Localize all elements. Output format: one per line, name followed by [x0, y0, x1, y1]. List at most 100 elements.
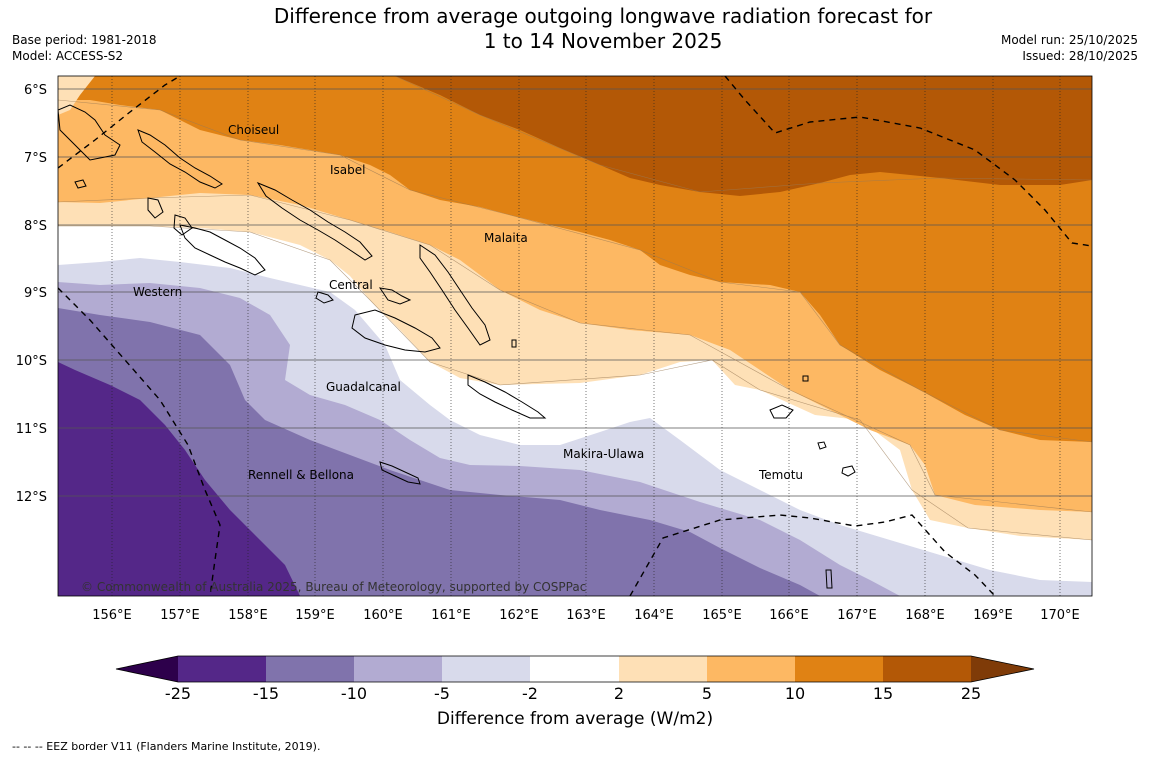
- contour-edges: [58, 76, 1092, 541]
- colorbar-tick: -15: [253, 684, 279, 703]
- province-labels: Choiseul Isabel Malaita Western Central …: [133, 123, 803, 482]
- colorbar-swatch: [795, 656, 883, 682]
- band-pos-15-25: [395, 76, 1092, 196]
- lat-tick: 8°S: [24, 219, 47, 234]
- colorbar-label: Difference from average (W/m2): [436, 709, 714, 729]
- colorbar-extend-low: [116, 656, 178, 682]
- lon-tick: 166°E: [769, 608, 809, 623]
- label-central: Central: [329, 278, 373, 292]
- colorbar-ticks: -25 -15 -10 -5 -2 2 5 10 15 25: [165, 684, 981, 703]
- lon-tick: 156°E: [92, 608, 132, 623]
- island-florida: [378, 287, 412, 305]
- lon-tick: 158°E: [228, 608, 268, 623]
- lon-tick: 157°E: [160, 608, 200, 623]
- label-rennell-bellona: Rennell & Bellona: [248, 468, 354, 482]
- lon-tick: 161°E: [431, 608, 471, 623]
- lon-tick: 163°E: [566, 608, 606, 623]
- lat-tick: 11°S: [16, 422, 47, 437]
- map-title: Difference from average outgoing longwav…: [200, 4, 1006, 54]
- meta-right: Model run: 25/10/2025 Issued: 28/10/2025: [1001, 32, 1138, 64]
- colorbar-tick: 15: [873, 684, 893, 703]
- label-malaita: Malaita: [484, 231, 528, 245]
- island-vanikoro: [841, 465, 856, 477]
- band-neg-10-15: [58, 308, 820, 596]
- colorbar-tick: -2: [522, 684, 538, 703]
- lat-tick: 7°S: [24, 151, 47, 166]
- map-frame: [57, 75, 1093, 597]
- label-temotu: Temotu: [758, 468, 803, 482]
- colorbar-tick: 2: [614, 684, 624, 703]
- band-neg-15-25: [58, 362, 300, 596]
- colorbar-swatch: [178, 656, 266, 682]
- island-makira: [467, 374, 547, 419]
- island-guadalcanal: [351, 309, 441, 353]
- island-north: [74, 179, 87, 189]
- label-western: Western: [133, 285, 182, 299]
- label-makira-ulawa: Makira-Ulawa: [563, 447, 644, 461]
- colorbar-outline: [115, 655, 1035, 683]
- meta-left: Base period: 1981-2018 Model: ACCESS-S2: [12, 32, 157, 64]
- island-new-georgia: [179, 224, 266, 276]
- label-guadalcanal: Guadalcanal: [326, 380, 401, 394]
- lat-tick: 6°S: [24, 83, 47, 98]
- lon-tick: 169°E: [973, 608, 1013, 623]
- island-reefs: [802, 375, 809, 382]
- lon-tick: 160°E: [363, 608, 403, 623]
- colorbar-swatch: [530, 656, 619, 682]
- colorbar-tick: -5: [434, 684, 450, 703]
- label-choiseul: Choiseul: [228, 123, 279, 137]
- colorbar-swatch: [619, 656, 707, 682]
- lon-tick: 164°E: [634, 608, 674, 623]
- lat-tick: 9°S: [24, 286, 47, 301]
- colorbar-tick: -25: [165, 684, 191, 703]
- island-santa-cruz: [769, 404, 794, 419]
- colorbar-tick: -10: [341, 684, 367, 703]
- lat-tick: 12°S: [16, 490, 47, 505]
- eez-legend-note: -- -- -- EEZ border V11 (Flanders Marine…: [12, 740, 321, 753]
- island-russell: [315, 291, 334, 304]
- colorbar-extend-high: [971, 656, 1034, 682]
- colorbar: [115, 655, 1035, 683]
- label-isabel: Isabel: [330, 163, 365, 177]
- coastlines: [58, 104, 856, 589]
- colorbar-tick: 25: [961, 684, 981, 703]
- lon-tick: 170°E: [1040, 608, 1080, 623]
- island-malaita: [419, 244, 491, 346]
- title-line-2: 1 to 14 November 2025: [483, 29, 723, 53]
- title-line-1: Difference from average outgoing longwav…: [273, 4, 933, 28]
- band-pos-top-left: [58, 76, 95, 115]
- map-panel: [58, 76, 1092, 596]
- lon-tick: 168°E: [905, 608, 945, 623]
- island-bougainville: [58, 104, 121, 161]
- colorbar-swatch: [354, 656, 442, 682]
- island-rennell: [379, 461, 421, 485]
- lon-tick: 162°E: [499, 608, 539, 623]
- island-isabel: [256, 181, 373, 261]
- colorbar-tick: 10: [785, 684, 805, 703]
- colorbar-tick: 5: [702, 684, 712, 703]
- island-utupua: [817, 441, 827, 450]
- lat-tick: 10°S: [16, 354, 47, 369]
- latitude-lines: [58, 88, 1092, 497]
- island-choiseul: [137, 129, 223, 189]
- model-name: Model: ACCESS-S2: [12, 49, 124, 63]
- eez-border: [58, 76, 1092, 596]
- lon-tick: 159°E: [295, 608, 335, 623]
- base-period: Base period: 1981-2018: [12, 33, 157, 47]
- island-vella: [173, 214, 193, 236]
- island-south: [825, 569, 833, 589]
- lon-tick: 165°E: [702, 608, 742, 623]
- lon-tick-labels: 156°E 157°E 158°E 159°E 160°E 161°E 162°…: [92, 608, 1080, 623]
- colorbar-swatch: [707, 656, 795, 682]
- colorbar-swatch: [883, 656, 971, 682]
- colorbar-swatch: [266, 656, 354, 682]
- copyright-note: © Commonwealth of Australia 2025, Bureau…: [81, 580, 586, 594]
- lon-tick: 167°E: [837, 608, 877, 623]
- island-ulawa: [511, 339, 517, 348]
- colorbar-swatch: [442, 656, 530, 682]
- island-gizo: [147, 197, 164, 219]
- lat-tick-labels: 6°S 7°S 8°S 9°S 10°S 11°S 12°S: [16, 83, 47, 505]
- model-run: Model run: 25/10/2025: [1000, 33, 1138, 47]
- issued-date: Issued: 28/10/2025: [1022, 49, 1138, 63]
